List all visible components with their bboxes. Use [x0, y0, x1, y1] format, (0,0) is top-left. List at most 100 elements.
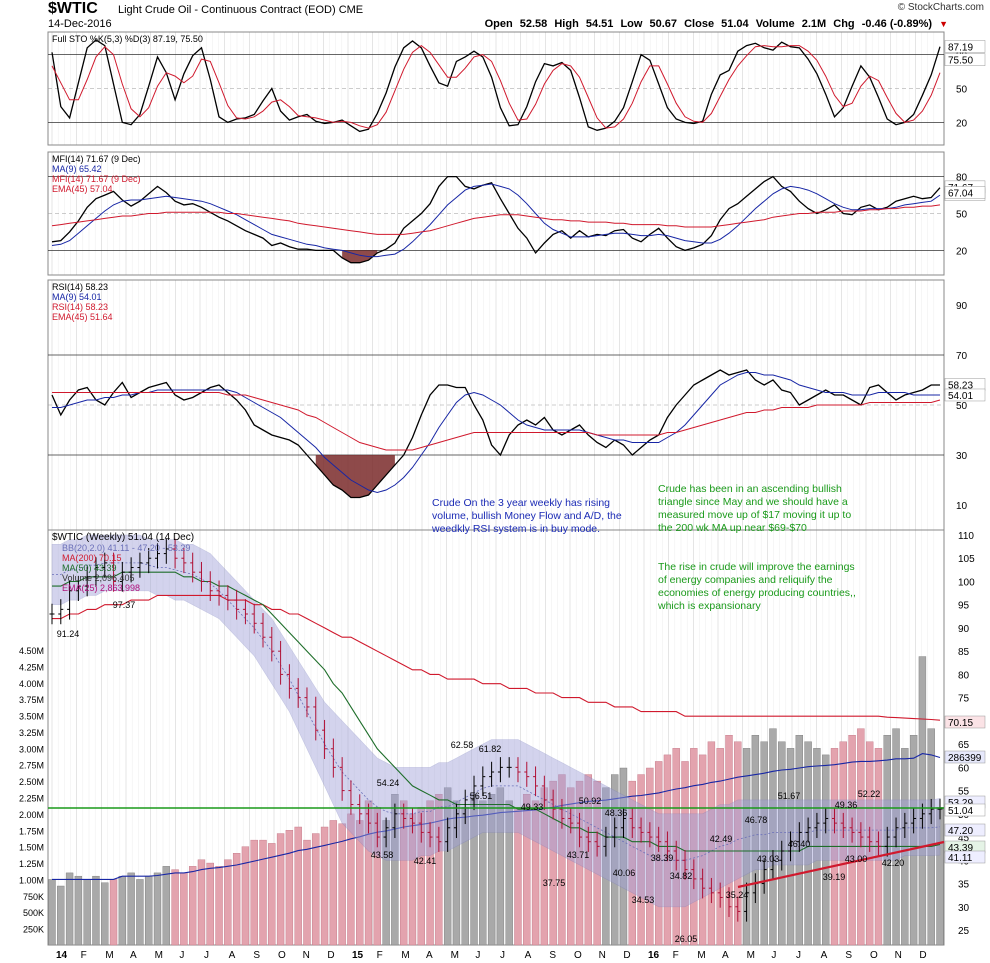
price-annotation: 43.58 — [371, 850, 394, 860]
volume-bar — [769, 728, 777, 946]
volume-bar — [567, 787, 575, 946]
volume-bar — [136, 879, 144, 946]
volume-bar — [241, 846, 250, 946]
volume-bar — [83, 879, 91, 946]
volume-bar — [197, 859, 206, 946]
x-axis-label: A — [722, 950, 729, 961]
volume-axis-label: 3.00M — [19, 744, 44, 754]
volume-bar — [188, 866, 197, 946]
high-label: High — [554, 18, 579, 30]
price-annotation: 43.71 — [567, 850, 590, 860]
quote-summary: Open 52.58 High 54.51 Low 50.67 Close 51… — [481, 18, 948, 30]
x-axis-label: J — [179, 950, 184, 961]
volume-bar — [549, 780, 557, 946]
volume-bar — [48, 879, 56, 946]
volume-axis-label: 250K — [23, 925, 44, 935]
axis-tick-label: 70 — [956, 351, 968, 362]
price-annotation: 42.20 — [882, 858, 905, 868]
last-value-tag: 47.20 — [948, 826, 973, 837]
note-green-earnings: The rise in crude will improve the earni… — [658, 561, 856, 612]
x-axis-label: A — [229, 950, 236, 961]
price-axis-label: 55 — [958, 787, 970, 798]
price-axis-label: 75 — [958, 694, 970, 705]
last-value-tag: 67.04 — [948, 189, 973, 200]
price-axis-label: 45 — [958, 833, 970, 844]
low-value: 50.67 — [649, 18, 678, 30]
volume-bar — [611, 774, 619, 946]
open-label: Open — [484, 18, 513, 30]
x-axis-label: M — [697, 950, 705, 961]
volume-bar — [232, 853, 241, 946]
price-annotation: 42.49 — [710, 834, 733, 844]
volume-value: 2.1M — [801, 18, 827, 30]
volume-bar — [329, 820, 338, 946]
volume-axis-label: 1.25M — [19, 859, 44, 869]
x-axis-label: J — [771, 950, 776, 961]
instrument-name: Light Crude Oil - Continuous Contract (E… — [118, 4, 364, 16]
volume-axis-label: 3.75M — [19, 695, 44, 705]
volume-bar — [575, 780, 584, 946]
volume-bar — [426, 800, 434, 946]
price-axis-label: 35 — [958, 880, 970, 891]
legend-entry: EMA(45) 57.04 — [52, 184, 113, 194]
x-axis-label: M — [747, 950, 755, 961]
volume-axis-label: 1.00M — [19, 875, 44, 885]
volume-bar — [400, 800, 408, 946]
chart-date: 14-Dec-2016 — [48, 18, 112, 30]
volume-bar — [364, 800, 373, 946]
x-axis-label: M — [105, 950, 113, 961]
chg-value: -0.46 (-0.89%) — [861, 18, 933, 30]
volume-bar — [452, 800, 461, 946]
x-axis-label: A — [821, 950, 828, 961]
legend-entry: MA(200) 70.15 — [62, 553, 122, 563]
price-axis-label: 30 — [958, 903, 970, 914]
x-axis-label: D — [919, 950, 926, 961]
low-label: Low — [620, 18, 643, 30]
x-axis-label: A — [525, 950, 532, 961]
last-value-tag-bg — [944, 850, 986, 864]
volume-bar — [628, 780, 636, 946]
brand-label: © StockCharts.com — [897, 2, 984, 13]
last-value-tag: 54.01 — [948, 391, 973, 402]
volume-bar — [637, 774, 645, 946]
volume-bar — [215, 866, 223, 946]
volume-bar — [145, 875, 153, 946]
x-axis-label: F — [81, 950, 87, 961]
last-value-tag: 286399 — [948, 753, 982, 764]
close-value: 51.04 — [721, 18, 749, 30]
series-line-ema-45- — [51, 204, 941, 235]
last-value-tag: 53.29 — [948, 798, 973, 809]
volume-bar — [690, 748, 698, 946]
volume-bar — [268, 843, 276, 946]
volume-bar — [734, 741, 742, 946]
volume-bar — [109, 879, 118, 946]
volume-bar — [654, 761, 663, 946]
volume-bar — [276, 833, 285, 946]
x-axis-label: M — [155, 950, 163, 961]
x-axis-label: A — [426, 950, 433, 961]
axis-tick-label: 20 — [956, 118, 968, 129]
x-axis-label: F — [673, 950, 679, 961]
x-axis-label: J — [500, 950, 505, 961]
last-value-tag-bg — [944, 388, 986, 402]
volume-bar — [92, 875, 100, 946]
series-line-mfi-14- — [51, 175, 941, 264]
price-axis-label: 110 — [958, 531, 974, 542]
volume-bar — [505, 800, 513, 946]
x-axis-label: S — [253, 950, 260, 961]
last-value-tag: 51.04 — [948, 806, 973, 817]
panel-grid-rsi — [47, 279, 945, 531]
legend-entry: EMA(45) 51.64 — [52, 312, 113, 322]
volume-bar — [250, 839, 258, 946]
x-axis-label: J — [475, 950, 480, 961]
x-axis-label: J — [796, 950, 801, 961]
volume-bar — [435, 794, 443, 946]
volume-bar — [698, 754, 707, 946]
x-axis-label: M — [451, 950, 459, 961]
last-value-tag: 58.23 — [948, 380, 973, 391]
volume-bar — [118, 875, 127, 946]
volume-bar — [180, 872, 188, 946]
volume-axis-label: 750K — [23, 892, 44, 902]
price-annotation: 56.51 — [470, 791, 493, 801]
volume-bar — [65, 872, 74, 946]
